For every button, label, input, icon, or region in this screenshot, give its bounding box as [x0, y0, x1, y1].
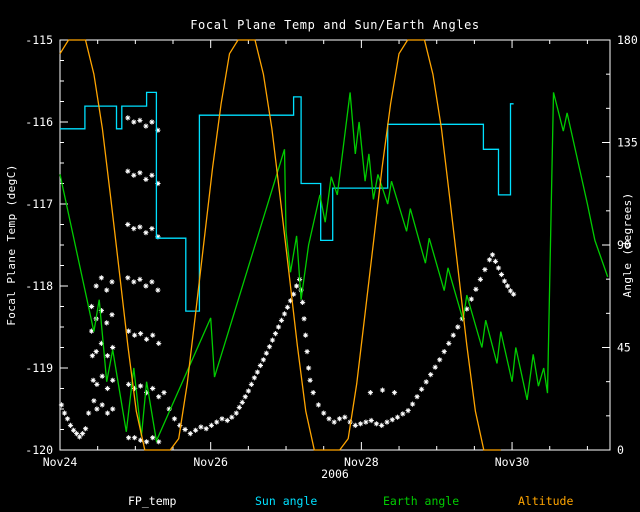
y-left-tick-label: -115 — [25, 33, 53, 47]
sun-angle-series — [60, 91, 514, 312]
plot-area: Nov24 Nov26 Nov28 Nov30 -115 -116 -117 -118 -119… — [25, 33, 638, 469]
y-right-tick-label: 180 — [617, 33, 638, 47]
y-right-tick-label: 45 — [617, 341, 631, 355]
y-left-tick-label: -118 — [25, 279, 53, 293]
y-right-tick-label: 0 — [617, 443, 624, 457]
y-right-tick-label: 135 — [617, 136, 638, 150]
x-tick-label: Nov26 — [193, 455, 228, 469]
earth-angle-series — [59, 92, 609, 444]
x-axis-year-label: 2006 — [321, 467, 349, 481]
altitude-series — [59, 39, 501, 451]
y-left-tick-label: -117 — [25, 197, 53, 211]
y-right-axis-title: Angle (degrees) — [621, 192, 634, 297]
legend-fp-temp: FP_temp — [128, 494, 177, 508]
chart-title: Focal Plane Temp and Sun/Earth Angles — [190, 18, 480, 32]
x-tick-label: Nov28 — [344, 455, 379, 469]
y-right-tick-label: 90 — [617, 238, 631, 252]
fp-temp-points — [58, 115, 517, 445]
y-left-axis-title: Focal Plane Temp (degC) — [5, 164, 18, 326]
legend-earth-angle: Earth angle — [383, 494, 460, 508]
y-left-tick-label: -119 — [25, 361, 53, 375]
x-tick-label: Nov24 — [43, 455, 78, 469]
x-tick-label: Nov30 — [495, 455, 530, 469]
plot-border — [59, 39, 611, 451]
y-left-tick-label: -116 — [25, 115, 53, 129]
legend-sun-angle: Sun angle — [255, 494, 318, 508]
y-left-tick-label: -120 — [25, 443, 53, 457]
legend-altitude: Altitude — [518, 494, 574, 508]
